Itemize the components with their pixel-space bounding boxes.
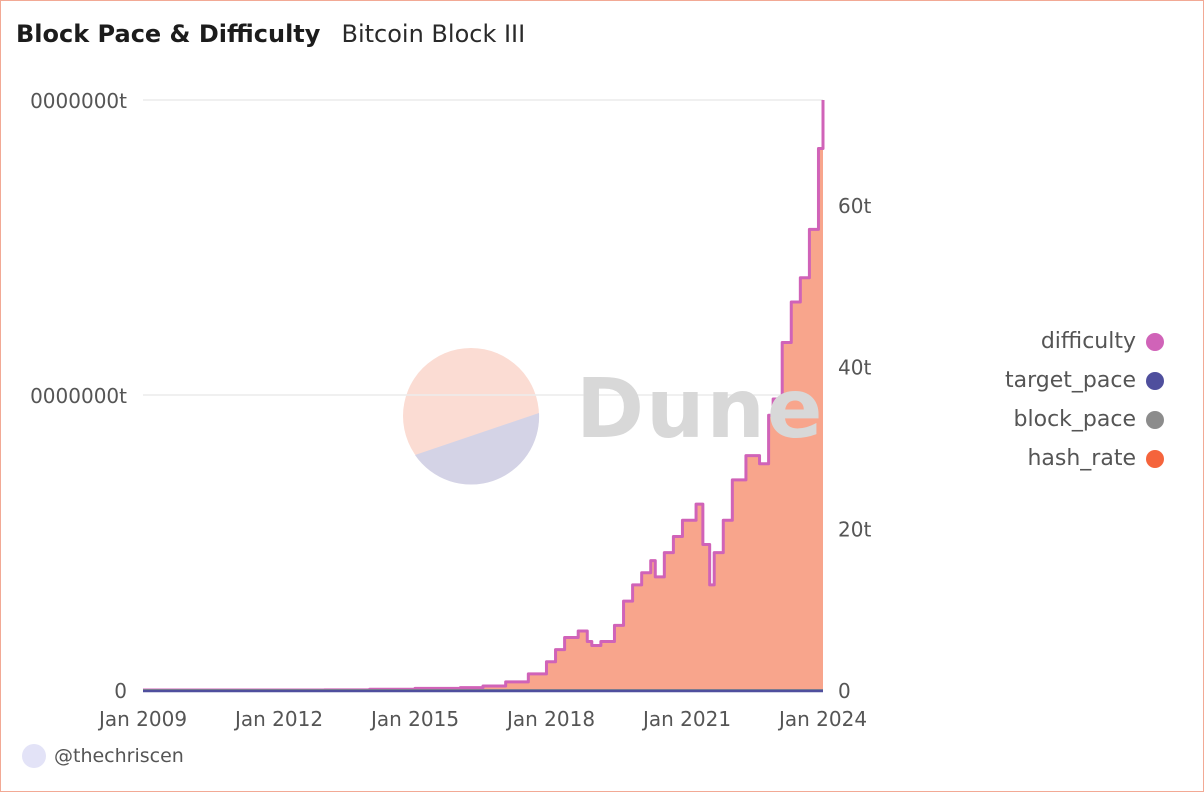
legend-item-block-pace[interactable]: block_pace [1005, 400, 1164, 439]
author-handle[interactable]: @thechriscen [54, 745, 184, 767]
legend-label: difficulty [1040, 329, 1136, 354]
legend: difficulty target_pace block_pace hash_rate [1005, 322, 1164, 478]
footer: @thechriscen [22, 744, 184, 768]
x-tick-label: Jan 2009 [97, 707, 187, 731]
y-right-tick-label: 0 [838, 679, 851, 703]
y-left-tick-label: 0 [114, 679, 127, 703]
legend-item-target-pace[interactable]: target_pace [1005, 361, 1164, 400]
legend-item-difficulty[interactable]: difficulty [1005, 322, 1164, 361]
y-left-tick-label: 0000000t [30, 89, 127, 113]
legend-label: target_pace [1005, 368, 1136, 393]
legend-label: block_pace [1013, 407, 1136, 432]
hash-rate-area [143, 100, 823, 690]
legend-dot [1146, 332, 1164, 351]
legend-dot [1146, 449, 1164, 468]
legend-dot [1146, 410, 1164, 429]
chart-header: Block Pace & Difficulty Bitcoin Block II… [16, 20, 525, 48]
x-tick-label: Jan 2012 [233, 707, 323, 731]
x-tick-label: Jan 2015 [369, 707, 459, 731]
chart-subtitle: Bitcoin Block III [341, 20, 526, 48]
legend-dot [1146, 371, 1164, 390]
difficulty-line [143, 100, 825, 692]
legend-item-hash-rate[interactable]: hash_rate [1005, 439, 1164, 478]
x-tick-label: Jan 2024 [777, 707, 867, 731]
chart-title: Block Pace & Difficulty [16, 20, 321, 48]
y-right-tick-label: 60t [838, 194, 871, 218]
x-tick-label: Jan 2021 [641, 707, 731, 731]
y-left-tick-label: 0000000t [30, 384, 127, 408]
x-tick-label: Jan 2018 [505, 707, 595, 731]
y-right-tick-label: 40t [838, 356, 871, 380]
y-right-tick-label: 20t [838, 517, 871, 541]
watermark-text: Dune [576, 362, 825, 457]
avatar [22, 744, 46, 768]
dune-logo-icon [403, 348, 540, 485]
legend-label: hash_rate [1027, 446, 1136, 471]
